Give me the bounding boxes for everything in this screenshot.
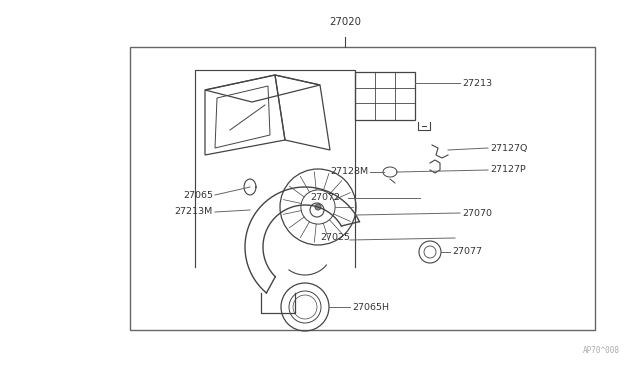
Text: 27065: 27065 xyxy=(183,190,213,199)
Text: 27077: 27077 xyxy=(452,247,482,257)
Bar xyxy=(130,47,595,330)
Text: 27213M: 27213M xyxy=(175,208,213,217)
Text: 27025: 27025 xyxy=(320,234,350,243)
Text: 27020: 27020 xyxy=(329,17,361,27)
Text: 27127P: 27127P xyxy=(490,166,525,174)
Text: 27127Q: 27127Q xyxy=(490,144,527,153)
Text: 27065H: 27065H xyxy=(352,302,389,311)
Text: AP70^008: AP70^008 xyxy=(583,346,620,355)
Text: 27213: 27213 xyxy=(462,78,492,87)
Text: 27072: 27072 xyxy=(310,193,340,202)
Text: 27128M: 27128M xyxy=(330,167,368,176)
Circle shape xyxy=(315,204,321,210)
Text: 27070: 27070 xyxy=(462,208,492,218)
Bar xyxy=(355,72,415,120)
